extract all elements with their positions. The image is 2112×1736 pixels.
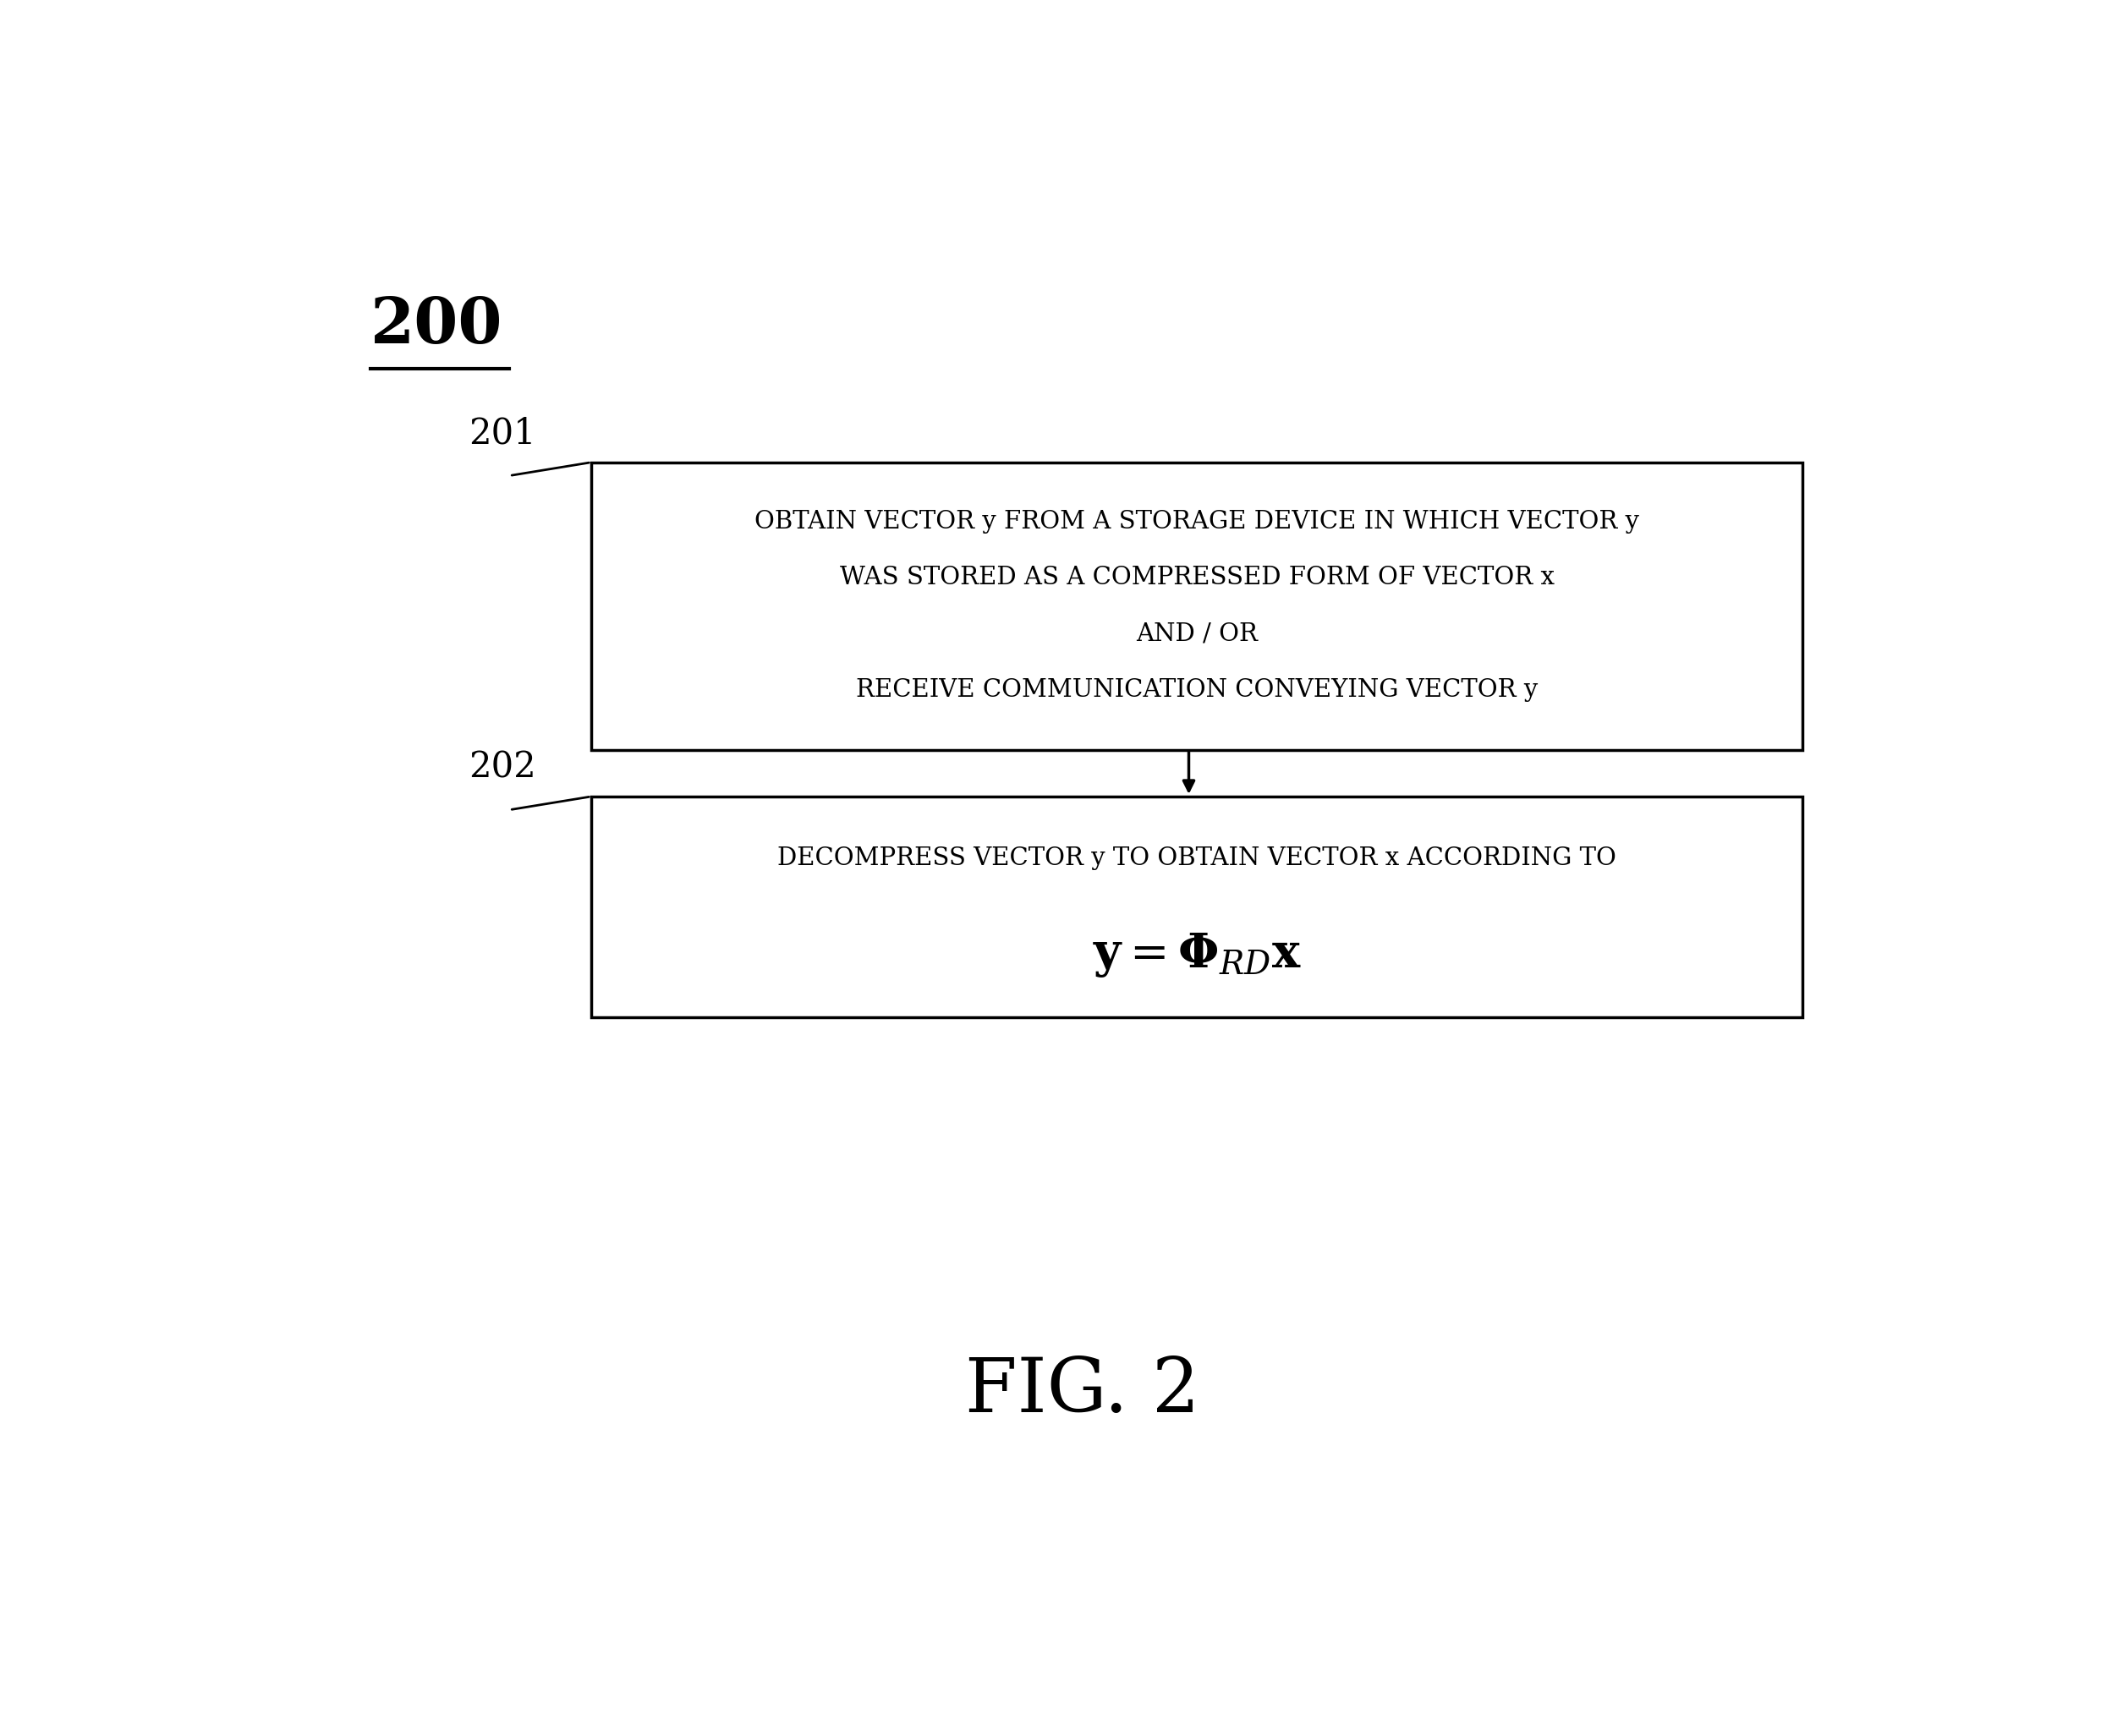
Text: 202: 202	[469, 750, 536, 785]
Text: WAS STORED AS A COMPRESSED FORM OF VECTOR x: WAS STORED AS A COMPRESSED FORM OF VECTO…	[841, 566, 1554, 590]
Text: RECEIVE COMMUNICATION CONVEYING VECTOR y: RECEIVE COMMUNICATION CONVEYING VECTOR y	[855, 679, 1538, 701]
Text: AND / OR: AND / OR	[1136, 621, 1259, 646]
FancyBboxPatch shape	[591, 462, 1804, 750]
Text: $\mathbf{y} = \mathbf{\Phi}_{RD}\mathbf{x}$: $\mathbf{y} = \mathbf{\Phi}_{RD}\mathbf{…	[1092, 930, 1301, 979]
Text: OBTAIN VECTOR y FROM A STORAGE DEVICE IN WHICH VECTOR y: OBTAIN VECTOR y FROM A STORAGE DEVICE IN…	[754, 510, 1639, 533]
Text: 200: 200	[370, 295, 503, 358]
Text: 201: 201	[469, 415, 536, 451]
FancyBboxPatch shape	[591, 797, 1804, 1017]
Text: FIG. 2: FIG. 2	[965, 1354, 1200, 1429]
Text: DECOMPRESS VECTOR y TO OBTAIN VECTOR x ACCORDING TO: DECOMPRESS VECTOR y TO OBTAIN VECTOR x A…	[777, 847, 1616, 870]
